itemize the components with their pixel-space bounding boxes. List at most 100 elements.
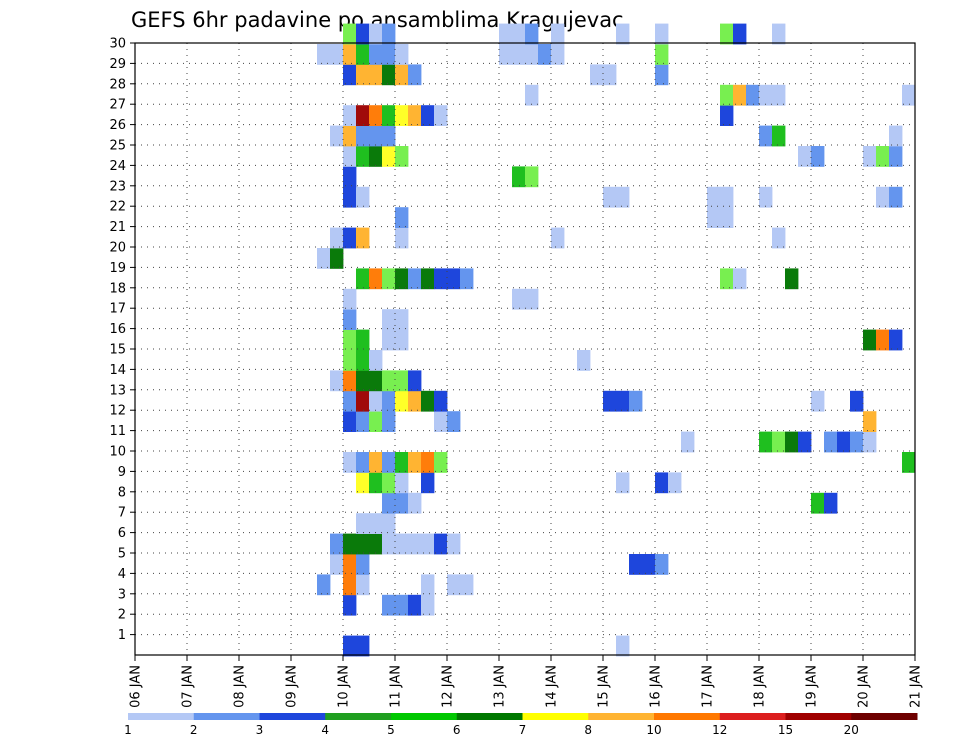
data-cell bbox=[330, 248, 344, 269]
x-tick-label: 06 JAN bbox=[129, 665, 144, 708]
data-cell bbox=[382, 390, 396, 412]
data-cell bbox=[421, 268, 435, 290]
data-cell bbox=[343, 554, 357, 575]
y-axis: 1234567891011121314151617181920212223242… bbox=[109, 37, 135, 643]
x-tick-label: 17 JAN bbox=[701, 665, 716, 708]
y-tick-label: 18 bbox=[109, 281, 126, 296]
data-cell bbox=[759, 431, 773, 453]
data-cell bbox=[356, 146, 370, 167]
data-cell bbox=[343, 594, 357, 616]
data-cell bbox=[434, 105, 448, 126]
data-cell bbox=[863, 411, 877, 432]
color-legend: 1 2 3 4 5 6 7 8 10 12 15 20 bbox=[124, 713, 918, 737]
data-cell bbox=[525, 84, 539, 106]
data-cell bbox=[421, 452, 435, 473]
y-tick-label: 30 bbox=[109, 37, 126, 52]
data-cell bbox=[434, 411, 448, 432]
data-cell bbox=[369, 533, 383, 555]
data-cell bbox=[759, 125, 773, 147]
data-cell bbox=[798, 146, 812, 167]
data-cell bbox=[759, 84, 773, 106]
legend-level-label: 15 bbox=[778, 723, 793, 737]
legend-level-label: 6 bbox=[453, 723, 461, 737]
data-cell bbox=[408, 492, 422, 514]
data-cell bbox=[499, 23, 513, 45]
x-tick-label: 12 JAN bbox=[441, 665, 456, 708]
data-cell bbox=[772, 23, 786, 45]
data-cell bbox=[720, 105, 734, 126]
data-cell bbox=[408, 268, 422, 290]
data-cell bbox=[356, 411, 370, 432]
data-cell bbox=[382, 125, 396, 147]
data-cell bbox=[434, 452, 448, 473]
grid-lines bbox=[135, 43, 915, 655]
data-cell bbox=[330, 44, 344, 65]
data-cell bbox=[512, 23, 526, 45]
data-cell bbox=[395, 309, 409, 330]
data-cell bbox=[785, 268, 799, 290]
data-cell bbox=[343, 635, 357, 657]
data-cell bbox=[850, 431, 864, 453]
y-tick-label: 6 bbox=[118, 526, 126, 541]
data-cell bbox=[408, 452, 422, 473]
data-cell bbox=[382, 513, 396, 534]
data-cell bbox=[343, 574, 357, 596]
data-cell bbox=[356, 125, 370, 147]
data-cell bbox=[421, 533, 435, 555]
data-cell bbox=[395, 390, 409, 412]
data-cell bbox=[434, 268, 448, 290]
data-cell bbox=[343, 105, 357, 126]
y-tick-label: 11 bbox=[109, 424, 126, 439]
x-tick-label: 13 JAN bbox=[493, 665, 508, 708]
data-cell bbox=[447, 574, 461, 596]
data-cell bbox=[616, 390, 630, 412]
data-cell bbox=[356, 23, 370, 45]
x-tick-label: 09 JAN bbox=[285, 665, 300, 708]
data-cell bbox=[408, 370, 422, 392]
y-tick-label: 24 bbox=[109, 159, 126, 174]
data-cell bbox=[421, 594, 435, 616]
data-cell bbox=[408, 594, 422, 616]
data-cell bbox=[421, 105, 435, 126]
data-cell bbox=[863, 329, 877, 351]
data-cell bbox=[525, 166, 539, 188]
data-cell bbox=[343, 452, 357, 473]
data-cell bbox=[512, 288, 526, 310]
data-cell bbox=[655, 23, 669, 45]
y-tick-label: 10 bbox=[109, 445, 126, 460]
x-tick-label: 16 JAN bbox=[649, 665, 664, 708]
data-cell bbox=[551, 44, 565, 65]
data-cell bbox=[811, 390, 825, 412]
data-cell bbox=[460, 268, 474, 290]
data-cell bbox=[343, 329, 357, 351]
data-cell bbox=[434, 533, 448, 555]
data-cell bbox=[343, 411, 357, 432]
data-cell bbox=[356, 44, 370, 65]
data-cell bbox=[382, 452, 396, 473]
data-cell bbox=[395, 452, 409, 473]
x-tick-label: 18 JAN bbox=[753, 665, 768, 708]
y-tick-label: 19 bbox=[109, 261, 126, 276]
data-cell bbox=[889, 329, 903, 351]
data-cell bbox=[720, 207, 734, 228]
data-cell bbox=[343, 533, 357, 555]
data-cell bbox=[655, 554, 669, 575]
data-cell bbox=[525, 23, 539, 45]
data-cell bbox=[369, 268, 383, 290]
y-tick-label: 5 bbox=[118, 547, 126, 562]
legend-level-label: 20 bbox=[844, 723, 859, 737]
data-cell bbox=[369, 452, 383, 473]
data-cell bbox=[720, 23, 734, 45]
y-tick-label: 26 bbox=[109, 118, 126, 133]
data-cell bbox=[408, 64, 422, 86]
data-cell bbox=[395, 329, 409, 351]
data-cell bbox=[720, 186, 734, 208]
data-cell bbox=[642, 554, 656, 575]
data-cell bbox=[876, 329, 890, 351]
data-cell bbox=[551, 227, 565, 249]
y-tick-label: 29 bbox=[109, 57, 126, 72]
legend-swatch bbox=[785, 713, 852, 720]
data-cell bbox=[655, 64, 669, 86]
data-cell bbox=[356, 635, 370, 657]
data-cell bbox=[889, 186, 903, 208]
